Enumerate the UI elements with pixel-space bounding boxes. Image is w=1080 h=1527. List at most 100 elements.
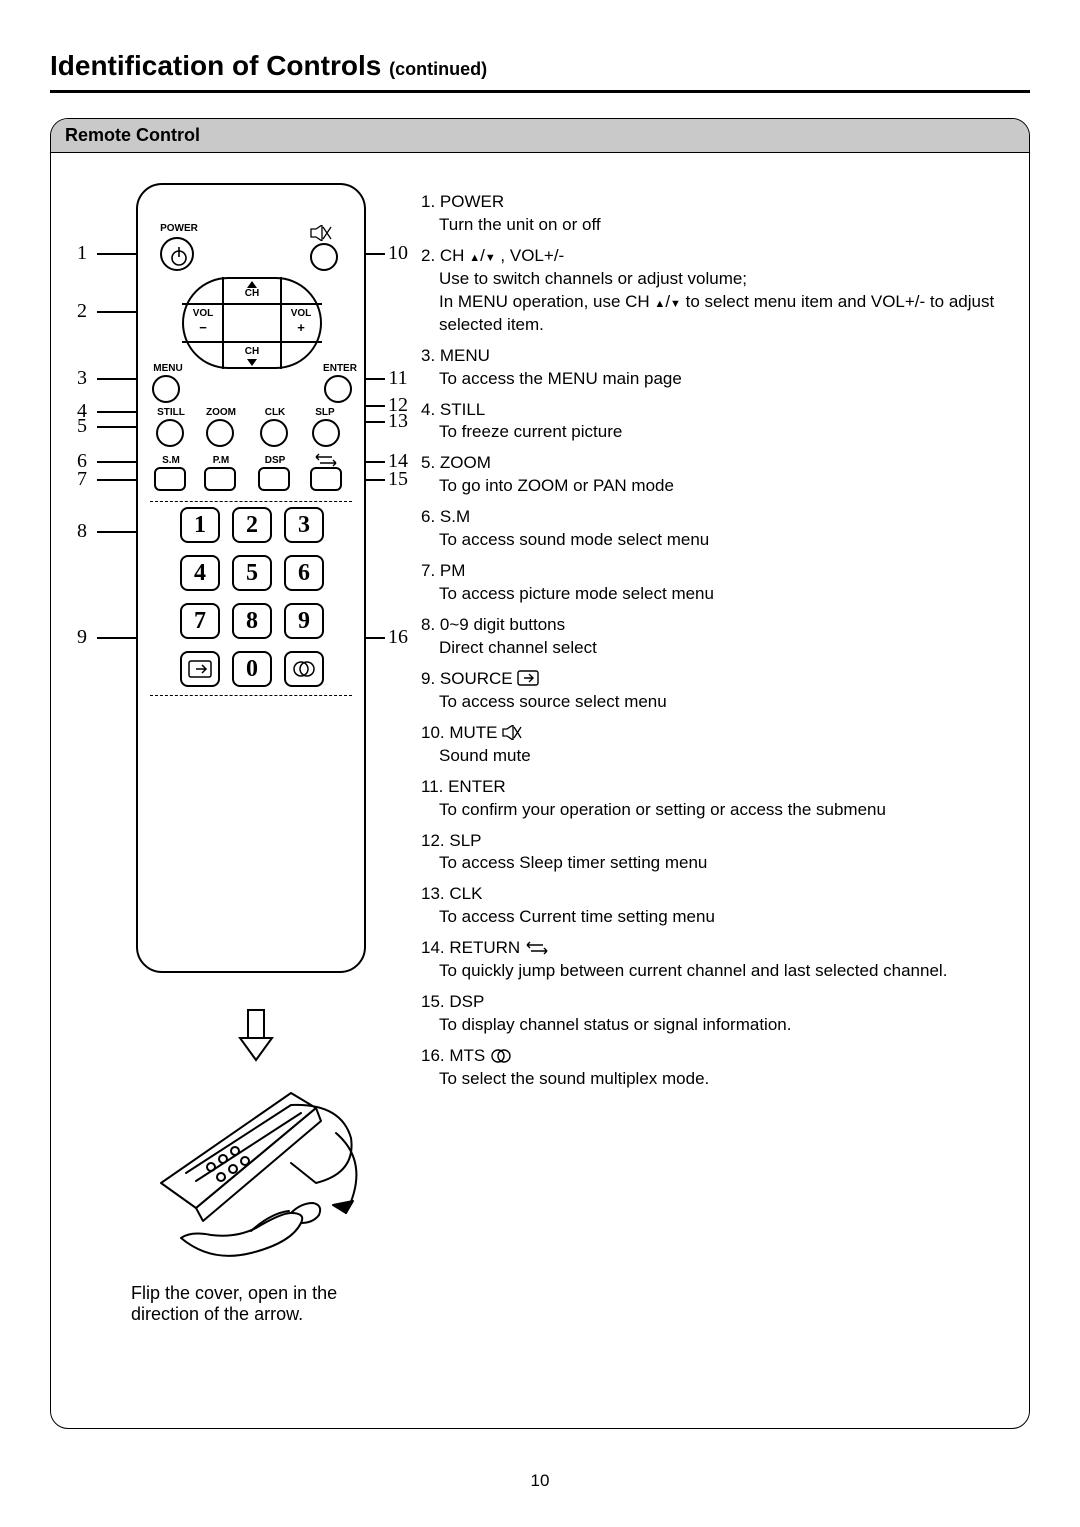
clk-button bbox=[260, 419, 288, 447]
description-list: 1. POWERTurn the unit on or off 2. CH ▲/▼… bbox=[421, 191, 1024, 1099]
cover-edge-bottom bbox=[150, 695, 352, 696]
zoom-label: ZOOM bbox=[202, 407, 240, 418]
flip-cover-caption: Flip the cover, open in the direction of… bbox=[131, 1283, 391, 1325]
pm-button bbox=[204, 467, 236, 491]
description-sub: To access Sleep timer setting menu bbox=[421, 852, 1024, 875]
digit-1: 1 bbox=[180, 507, 220, 543]
description-item: 4. STILLTo freeze current picture bbox=[421, 399, 1024, 445]
slp-button bbox=[312, 419, 340, 447]
page-number: 10 bbox=[50, 1471, 1030, 1491]
description-sub: To quickly jump between current channel … bbox=[421, 960, 1024, 983]
callout-num-left: 3 bbox=[69, 367, 95, 390]
callout-num-right: 16 bbox=[385, 626, 411, 649]
callout-num-left: 2 bbox=[69, 300, 95, 323]
title-main: Identification of Controls bbox=[50, 50, 381, 81]
mts-button bbox=[284, 651, 324, 687]
description-item: 2. CH ▲/▼ , VOL+/-Use to switch channels… bbox=[421, 245, 1024, 337]
hand-open-cover-illustration bbox=[141, 1063, 411, 1278]
source-icon bbox=[188, 660, 212, 678]
description-item: 11. ENTERTo confirm your operation or se… bbox=[421, 776, 1024, 822]
enter-button bbox=[324, 375, 352, 403]
page-title: Identification of Controls (continued) bbox=[50, 50, 1030, 93]
power-icon bbox=[162, 239, 196, 273]
remote-illustration: POWER CH CH bbox=[136, 183, 366, 973]
description-heading: 9. SOURCE bbox=[421, 668, 1024, 691]
digit-7: 7 bbox=[180, 603, 220, 639]
description-item: 15. DSPTo display channel status or sign… bbox=[421, 991, 1024, 1037]
description-heading: 14. RETURN bbox=[421, 937, 1024, 960]
digit-5: 5 bbox=[232, 555, 272, 591]
description-heading: 13. CLK bbox=[421, 883, 1024, 906]
sm-button bbox=[154, 467, 186, 491]
description-heading: 7. PM bbox=[421, 560, 1024, 583]
description-heading: 1. POWER bbox=[421, 191, 1024, 214]
zoom-button bbox=[206, 419, 234, 447]
dsp-label: DSP bbox=[256, 455, 294, 466]
source-button bbox=[180, 651, 220, 687]
digit-4: 4 bbox=[180, 555, 220, 591]
power-label: POWER bbox=[154, 223, 204, 234]
callout-num-right: 13 bbox=[385, 410, 411, 433]
down-arrow-icon bbox=[236, 1008, 276, 1068]
description-sub: To display channel status or signal info… bbox=[421, 1014, 1024, 1037]
description-item: 16. MTS To select the sound multiplex mo… bbox=[421, 1045, 1024, 1091]
description-item: 6. S.MTo access sound mode select menu bbox=[421, 506, 1024, 552]
description-sub: Sound mute bbox=[421, 745, 1024, 768]
description-sub: To confirm your operation or setting or … bbox=[421, 799, 1024, 822]
remote-body: POWER CH CH bbox=[136, 183, 366, 973]
description-heading: 12. SLP bbox=[421, 830, 1024, 853]
description-item: 12. SLPTo access Sleep timer setting men… bbox=[421, 830, 1024, 876]
callout-num-left: 8 bbox=[69, 520, 95, 543]
description-heading: 5. ZOOM bbox=[421, 452, 1024, 475]
description-heading: 16. MTS bbox=[421, 1045, 1024, 1068]
callout-num-right: 10 bbox=[385, 242, 411, 265]
sm-label: S.M bbox=[152, 455, 190, 466]
description-sub: To select the sound multiplex mode. bbox=[421, 1068, 1024, 1091]
description-sub: To access source select menu bbox=[421, 691, 1024, 714]
description-sub: To freeze current picture bbox=[421, 421, 1024, 444]
description-item: 9. SOURCE To access source select menu bbox=[421, 668, 1024, 714]
cover-edge-top bbox=[150, 501, 352, 502]
description-sub: To access picture mode select menu bbox=[421, 583, 1024, 606]
still-label: STILL bbox=[152, 407, 190, 418]
description-item: 7. PMTo access picture mode select menu bbox=[421, 560, 1024, 606]
description-sub: To access the MENU main page bbox=[421, 368, 1024, 391]
description-sub: Turn the unit on or off bbox=[421, 214, 1024, 237]
power-button bbox=[160, 237, 194, 271]
description-item: 13. CLKTo access Current time setting me… bbox=[421, 883, 1024, 929]
description-sub: Direct channel select bbox=[421, 637, 1024, 660]
menu-button bbox=[152, 375, 180, 403]
slp-label: SLP bbox=[306, 407, 344, 418]
description-sub: In MENU operation, use CH ▲/▼ to select … bbox=[421, 291, 1024, 337]
panel-header: Remote Control bbox=[51, 119, 1029, 153]
description-heading: 2. CH ▲/▼ , VOL+/- bbox=[421, 245, 1024, 268]
mts-icon bbox=[292, 660, 316, 678]
callout-num-left: 1 bbox=[69, 242, 95, 265]
enter-label: ENTER bbox=[318, 363, 362, 374]
description-heading: 15. DSP bbox=[421, 991, 1024, 1014]
menu-label: MENU bbox=[148, 363, 188, 374]
description-sub: Use to switch channels or adjust volume; bbox=[421, 268, 1024, 291]
title-continued: (continued) bbox=[389, 59, 487, 79]
description-item: 14. RETURN To quickly jump between curre… bbox=[421, 937, 1024, 983]
digit-3: 3 bbox=[284, 507, 324, 543]
digit-9: 9 bbox=[284, 603, 324, 639]
callout-num-right: 15 bbox=[385, 468, 411, 491]
description-sub: To access Current time setting menu bbox=[421, 906, 1024, 929]
callout-num-right: 11 bbox=[385, 367, 411, 390]
callout-num-left: 9 bbox=[69, 626, 95, 649]
description-heading: 3. MENU bbox=[421, 345, 1024, 368]
description-heading: 10. MUTE bbox=[421, 722, 1024, 745]
description-heading: 11. ENTER bbox=[421, 776, 1024, 799]
panel: Remote Control 12345678910111213141516 P… bbox=[50, 118, 1030, 1429]
dpad-divider-h bbox=[182, 303, 322, 343]
description-item: 1. POWERTurn the unit on or off bbox=[421, 191, 1024, 237]
still-button bbox=[156, 419, 184, 447]
description-heading: 8. 0~9 digit buttons bbox=[421, 614, 1024, 637]
description-heading: 4. STILL bbox=[421, 399, 1024, 422]
dsp-button bbox=[258, 467, 290, 491]
return-button bbox=[310, 467, 342, 491]
pm-label: P.M bbox=[202, 455, 240, 466]
clk-label: CLK bbox=[256, 407, 294, 418]
mute-button bbox=[310, 243, 338, 271]
